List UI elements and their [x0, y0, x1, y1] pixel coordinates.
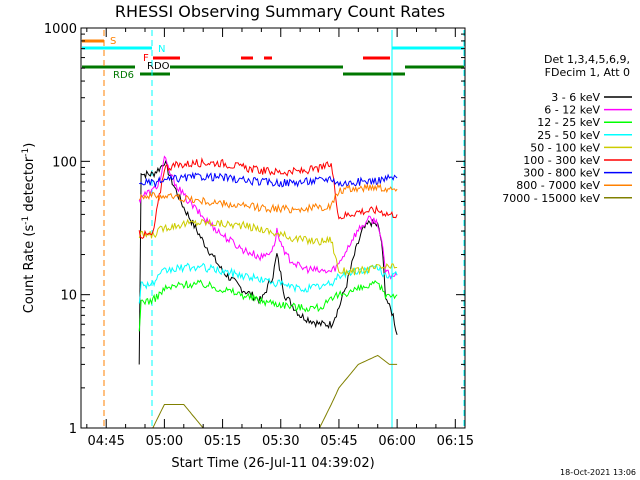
y-tick-label: 1 [69, 422, 77, 437]
x-axis: 04:45 05:00 05:15 05:30 05:45 06:00 06:15 [86, 28, 474, 449]
legend-entry-label: 50 - 100 keV [530, 141, 600, 154]
series-line-3 [138, 262, 398, 304]
x-tick-label: 04:45 [87, 434, 124, 449]
x-tick-label: 05:00 [146, 434, 183, 449]
series-line-4 [138, 218, 398, 276]
night-flag-label: N [158, 44, 165, 55]
y-tick-label: 10 [60, 289, 77, 304]
footer-timestamp: 18-Oct-2021 13:06 [560, 468, 636, 477]
legend-entry-label: 7000 - 15000 keV [502, 192, 600, 205]
legend-entry-label: 12 - 25 keV [537, 116, 600, 129]
chart-title: RHESSI Observing Summary Count Rates [115, 2, 445, 21]
x-tick-label: 05:45 [320, 434, 357, 449]
legend: Det 1,3,4,5,6,9,FDecim 1, Att 0 3 - 6 keV… [502, 53, 632, 205]
y-axis-label: Count Rate (s-1 detector-1) [21, 143, 37, 314]
series-line-8 [139, 354, 398, 428]
plot-frame [80, 27, 466, 429]
legend-entry-label: 300 - 800 keV [523, 167, 600, 180]
x-axis-label: Start Time (26-Jul-11 04:39:02) [171, 456, 374, 471]
x-tick-label: 05:15 [204, 434, 241, 449]
x-tick-label: 06:15 [437, 434, 474, 449]
rd6-flag-label: RD6 [113, 70, 134, 81]
flare-flag-label: F [143, 53, 149, 64]
legend-entry-label: 25 - 50 keV [537, 129, 600, 142]
series-line-1 [138, 155, 398, 280]
legend-header-line: FDecim 1, Att 0 [545, 66, 630, 79]
rd0-flag-label: RDO [147, 61, 170, 72]
saa-flag-label: S [110, 36, 116, 47]
legend-entry-label: 800 - 7000 keV [516, 179, 600, 192]
legend-entry-label: 3 - 6 keV [551, 91, 600, 104]
y-axis: 1 10 100 1000 [44, 22, 465, 437]
legend-entry-label: 6 - 12 keV [544, 104, 600, 117]
vertical-lines-layer [103, 30, 465, 428]
series-line-2 [138, 279, 398, 332]
series-line-6 [139, 171, 398, 188]
series-line-0 [138, 159, 398, 365]
y-tick-label: 100 [52, 155, 77, 170]
legend-entry-label: 100 - 300 keV [523, 154, 600, 167]
series-line-7 [139, 183, 398, 214]
x-tick-label: 06:00 [378, 434, 415, 449]
series-layer [138, 155, 398, 428]
series-line-5 [138, 157, 398, 240]
legend-header-line: Det 1,3,4,5,6,9, [544, 53, 630, 66]
y-tick-label: 1000 [44, 22, 77, 37]
x-tick-label: 05:30 [262, 434, 299, 449]
